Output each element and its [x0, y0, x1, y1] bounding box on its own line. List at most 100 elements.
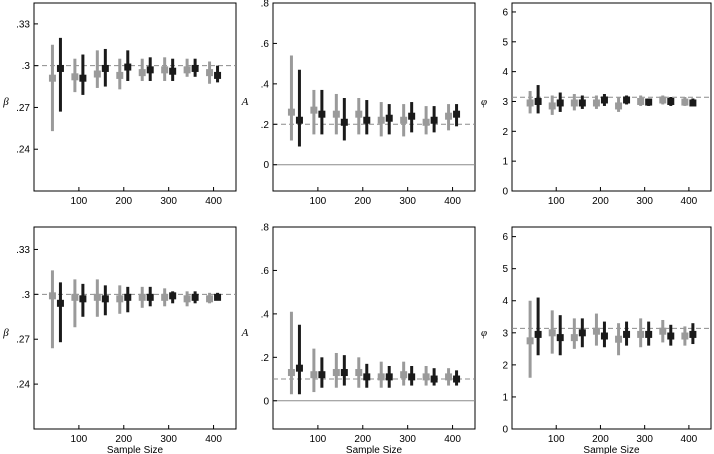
y-tick-label: 0 — [502, 187, 508, 198]
y-tick-label: .27 — [16, 335, 30, 346]
point-marker-series-1 — [615, 335, 623, 343]
point-marker-series-2 — [667, 332, 675, 340]
point-marker-series-2 — [430, 116, 438, 124]
x-tick-label: 200 — [592, 196, 609, 207]
y-tick-label: 5 — [502, 264, 508, 275]
x-tick-label: 200 — [354, 196, 371, 207]
point-marker-series-2 — [295, 116, 303, 124]
point-marker-series-2 — [534, 97, 542, 105]
y-axis-label: φ — [481, 96, 487, 108]
point-marker-series-2 — [101, 295, 109, 303]
x-tick-label: 300 — [160, 434, 177, 445]
y-tick-label: 5 — [502, 37, 508, 48]
y-tick-label: .33 — [16, 245, 30, 256]
point-marker-series-1 — [310, 371, 318, 379]
x-tick-label: 400 — [205, 196, 222, 207]
point-marker-series-1 — [206, 295, 214, 303]
y-tick-label: .4 — [261, 79, 270, 90]
y-tick-label: .2 — [261, 120, 270, 131]
point-marker-series-2 — [667, 97, 675, 105]
point-marker-series-2 — [453, 375, 461, 383]
y-tick-label: 3 — [502, 328, 508, 339]
x-tick-label: 300 — [636, 434, 653, 445]
y-tick-label: .24 — [16, 380, 30, 391]
point-marker-series-2 — [318, 110, 326, 118]
point-marker-series-1 — [592, 327, 600, 335]
x-tick-label: 100 — [310, 434, 327, 445]
y-tick-label: .4 — [261, 309, 270, 320]
panel-1: .24 .27 .3 .33 100 200 300 400 β — [2, 2, 237, 207]
point-marker-series-2 — [578, 99, 586, 107]
point-marker-series-1 — [48, 292, 56, 300]
point-marker-series-1 — [377, 116, 385, 124]
point-marker-series-2 — [645, 98, 653, 106]
x-tick-label: 400 — [444, 434, 461, 445]
point-marker-series-1 — [183, 66, 191, 74]
y-tick-label: .8 — [261, 223, 270, 234]
point-marker-series-1 — [445, 112, 453, 120]
point-marker-series-1 — [71, 293, 79, 301]
point-marker-series-1 — [161, 293, 169, 301]
y-tick-label: 0 — [263, 160, 269, 171]
point-marker-series-1 — [287, 108, 295, 116]
point-marker-series-1 — [548, 329, 556, 337]
x-tick-label: 400 — [681, 434, 698, 445]
y-tick-label: 4 — [502, 67, 508, 78]
point-marker-series-1 — [681, 332, 689, 340]
point-marker-series-1 — [332, 110, 340, 118]
point-marker-series-1 — [93, 293, 101, 301]
x-tick-label: 100 — [310, 196, 327, 207]
point-marker-series-2 — [623, 330, 631, 338]
x-tick-label: 300 — [399, 196, 416, 207]
point-marker-series-1 — [637, 330, 645, 338]
point-marker-series-2 — [318, 371, 326, 379]
y-tick-label: 0 — [263, 396, 269, 407]
y-tick-label: .8 — [261, 0, 270, 10]
point-marker-series-2 — [214, 293, 222, 301]
y-tick-label: 6 — [502, 7, 508, 18]
y-axis-label: A — [241, 327, 249, 339]
point-marker-series-1 — [548, 102, 556, 110]
point-marker-series-2 — [124, 63, 132, 71]
point-marker-series-1 — [659, 327, 667, 335]
y-tick-label: 2 — [502, 127, 508, 138]
panel-5: 0 .2 .4 .6 .8 100 200 300 400 A Sample Size — [241, 223, 476, 454]
plot-frame — [272, 2, 476, 192]
point-marker-series-1 — [93, 70, 101, 78]
point-marker-series-2 — [101, 64, 109, 72]
y-tick-label: .3 — [22, 61, 31, 72]
point-marker-series-2 — [578, 329, 586, 337]
point-marker-series-2 — [623, 96, 631, 104]
point-marker-series-1 — [48, 74, 56, 82]
x-tick-label: 200 — [115, 196, 132, 207]
y-tick-label: .33 — [16, 19, 30, 30]
point-marker-series-2 — [56, 299, 64, 307]
y-tick-label: 1 — [502, 157, 508, 168]
point-marker-series-1 — [310, 106, 318, 114]
point-marker-series-2 — [214, 71, 222, 79]
y-tick-label: .6 — [261, 39, 270, 50]
point-marker-series-2 — [556, 334, 564, 342]
point-marker-series-2 — [191, 64, 199, 72]
x-tick-label: 200 — [354, 434, 371, 445]
point-marker-series-2 — [295, 364, 303, 372]
point-marker-series-1 — [161, 66, 169, 74]
point-marker-series-1 — [183, 295, 191, 303]
point-marker-series-1 — [287, 369, 295, 377]
point-marker-series-2 — [340, 118, 348, 126]
point-marker-series-1 — [422, 118, 430, 126]
y-tick-label: 1 — [502, 392, 508, 403]
y-axis-label: φ — [481, 327, 487, 339]
point-marker-series-1 — [422, 373, 430, 381]
point-marker-series-2 — [340, 369, 348, 377]
point-marker-series-1 — [615, 102, 623, 110]
plot-frame — [33, 226, 237, 430]
y-tick-label: .3 — [22, 290, 31, 301]
panel-4: .24 .27 .3 .33 100 200 300 400 β Sample Size — [2, 226, 237, 454]
panel-3: 0 1 2 3 4 5 6 100 200 300 400 φ — [481, 2, 712, 207]
y-axis-label: A — [241, 96, 249, 108]
point-marker-series-1 — [355, 369, 363, 377]
point-marker-series-2 — [146, 66, 154, 74]
y-axis-label: β — [2, 327, 9, 339]
